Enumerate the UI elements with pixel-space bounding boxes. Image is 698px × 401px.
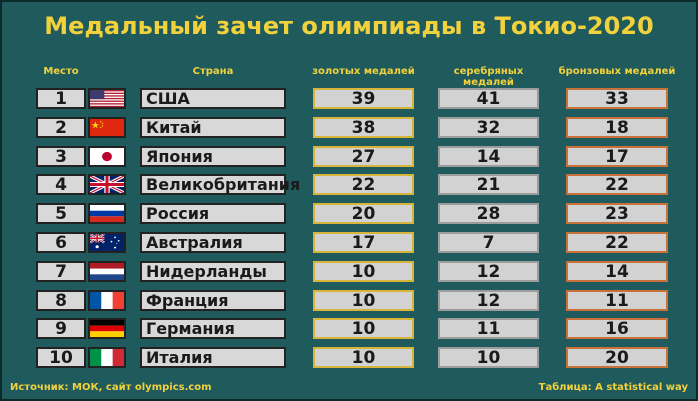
header-silver: серебряных медалей bbox=[453, 66, 524, 88]
credit-note: Таблица: A statistical way bbox=[538, 382, 688, 393]
page-title: Медальный зачет олимпиады в Токио-2020 bbox=[44, 12, 654, 40]
country-cell: Япония bbox=[140, 146, 286, 167]
place-cell: 1 bbox=[36, 88, 86, 109]
gold-count-cell: 22 bbox=[313, 174, 414, 195]
place-cell: 8 bbox=[36, 290, 86, 311]
gold-count-cell: 10 bbox=[313, 261, 414, 282]
silver-count-cell: 41 bbox=[438, 88, 539, 109]
gold-count-cell: 10 bbox=[313, 318, 414, 339]
country-cell: Великобритания bbox=[140, 174, 300, 195]
bronze-count-cell: 18 bbox=[566, 117, 668, 138]
uk-flag-icon bbox=[88, 174, 126, 195]
silver-count-cell: 11 bbox=[438, 318, 539, 339]
italy-flag-icon bbox=[88, 347, 126, 368]
gold-count-cell: 27 bbox=[313, 146, 414, 167]
header-gold: золотых медалей bbox=[312, 66, 415, 77]
place-cell: 10 bbox=[36, 347, 86, 368]
silver-count-cell: 7 bbox=[438, 232, 539, 253]
silver-count-cell: 32 bbox=[438, 117, 539, 138]
header-bronze: бронзовых медалей bbox=[558, 66, 676, 77]
place-cell: 6 bbox=[36, 232, 86, 253]
silver-count-cell: 12 bbox=[438, 290, 539, 311]
country-cell: Италия bbox=[140, 347, 286, 368]
germany-flag-icon bbox=[88, 318, 126, 339]
bronze-count-cell: 20 bbox=[566, 347, 668, 368]
australia-flag-icon bbox=[88, 232, 126, 253]
silver-count-cell: 28 bbox=[438, 203, 539, 224]
china-flag-icon bbox=[88, 117, 126, 138]
place-cell: 4 bbox=[36, 174, 86, 195]
country-cell: Нидерланды bbox=[140, 261, 286, 282]
country-cell: Австралия bbox=[140, 232, 286, 253]
bronze-count-cell: 14 bbox=[566, 261, 668, 282]
place-cell: 3 bbox=[36, 146, 86, 167]
country-cell: Китай bbox=[140, 117, 286, 138]
country-cell: Германия bbox=[140, 318, 286, 339]
usa-flag-icon bbox=[88, 88, 126, 109]
gold-count-cell: 20 bbox=[313, 203, 414, 224]
gold-count-cell: 10 bbox=[313, 347, 414, 368]
bronze-count-cell: 11 bbox=[566, 290, 668, 311]
japan-flag-icon bbox=[88, 146, 126, 167]
bronze-count-cell: 33 bbox=[566, 88, 668, 109]
silver-count-cell: 14 bbox=[438, 146, 539, 167]
russia-flag-icon bbox=[88, 203, 126, 224]
silver-count-cell: 21 bbox=[438, 174, 539, 195]
place-cell: 2 bbox=[36, 117, 86, 138]
bronze-count-cell: 23 bbox=[566, 203, 668, 224]
france-flag-icon bbox=[88, 290, 126, 311]
country-cell: США bbox=[140, 88, 286, 109]
gold-count-cell: 10 bbox=[313, 290, 414, 311]
source-note: Источник: МОК, сайт olympics.com bbox=[10, 382, 212, 393]
netherlands-flag-icon bbox=[88, 261, 126, 282]
gold-count-cell: 17 bbox=[313, 232, 414, 253]
bronze-count-cell: 16 bbox=[566, 318, 668, 339]
silver-count-cell: 10 bbox=[438, 347, 539, 368]
country-cell: Франция bbox=[140, 290, 286, 311]
header-country: Страна bbox=[192, 66, 234, 77]
place-cell: 9 bbox=[36, 318, 86, 339]
country-cell: Россия bbox=[140, 203, 286, 224]
gold-count-cell: 38 bbox=[313, 117, 414, 138]
silver-count-cell: 12 bbox=[438, 261, 539, 282]
gold-count-cell: 39 bbox=[313, 88, 414, 109]
bronze-count-cell: 22 bbox=[566, 232, 668, 253]
place-cell: 7 bbox=[36, 261, 86, 282]
place-cell: 5 bbox=[36, 203, 86, 224]
header-place: Место bbox=[43, 66, 79, 77]
bronze-count-cell: 22 bbox=[566, 174, 668, 195]
bronze-count-cell: 17 bbox=[566, 146, 668, 167]
